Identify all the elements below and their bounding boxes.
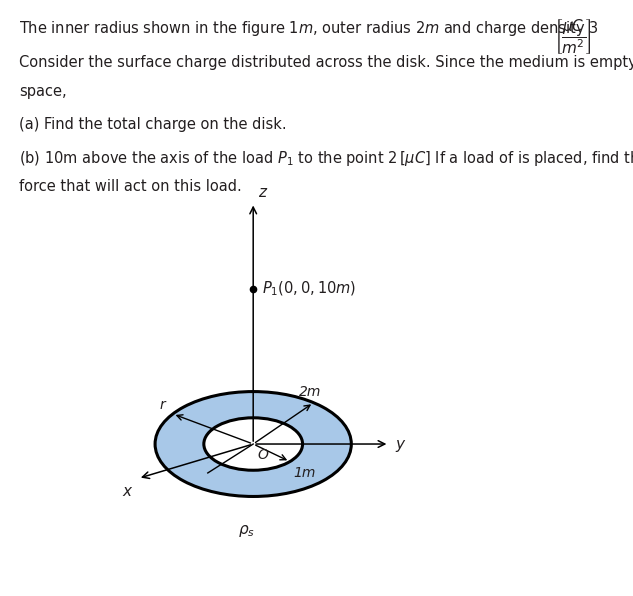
Text: Consider the surface charge distributed across the disk. Since the medium is emp: Consider the surface charge distributed …	[19, 55, 633, 70]
Text: $\rho_s$: $\rho_s$	[239, 523, 255, 539]
Ellipse shape	[204, 418, 303, 470]
Text: x: x	[123, 485, 132, 499]
Text: force that will act on this load.: force that will act on this load.	[19, 179, 242, 194]
Text: O: O	[257, 448, 268, 462]
Text: (a) Find the total charge on the disk.: (a) Find the total charge on the disk.	[19, 117, 287, 132]
Text: The inner radius shown in the figure $1m$, outer radius $2m$ and charge density : The inner radius shown in the figure $1m…	[19, 19, 599, 38]
Text: z: z	[258, 185, 266, 200]
Text: 2m: 2m	[299, 385, 322, 399]
Text: $\left[\dfrac{\mu C}{m^2}\right]$: $\left[\dfrac{\mu C}{m^2}\right]$	[554, 17, 592, 56]
Ellipse shape	[155, 392, 351, 496]
Text: $P_1(0,0,10m)$: $P_1(0,0,10m)$	[262, 280, 356, 298]
Text: (b) 10m above the axis of the load $P_1$ to the point $2\,[\mu C]$ If a load of : (b) 10m above the axis of the load $P_1$…	[19, 149, 633, 168]
Text: space,: space,	[19, 84, 66, 99]
Text: 1m: 1m	[293, 466, 315, 480]
Text: r: r	[160, 398, 165, 412]
Text: y: y	[396, 436, 404, 452]
